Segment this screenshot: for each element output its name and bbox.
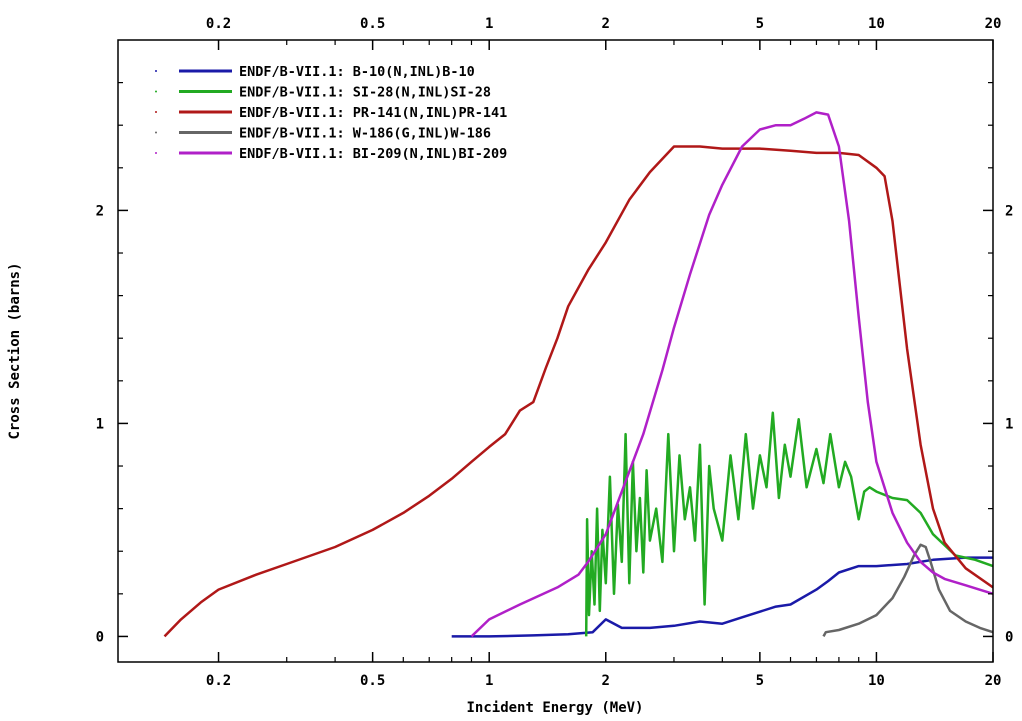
x-tick-label: 0.5 bbox=[360, 673, 385, 689]
legend-label: ENDF/B-VII.1: SI-28(N,INL)SI-28 bbox=[239, 85, 491, 101]
y-tick-label-right: 0 bbox=[1005, 629, 1013, 645]
y-tick-label: 0 bbox=[96, 629, 104, 645]
x-tick-label: 1 bbox=[485, 673, 493, 689]
x-tick-label-top: 0.5 bbox=[360, 16, 385, 32]
x-tick-label-top: 20 bbox=[985, 16, 1002, 32]
x-tick-label: 5 bbox=[756, 673, 764, 689]
plot-area bbox=[163, 111, 993, 638]
y-tick-label-right: 1 bbox=[1005, 416, 1013, 432]
y-tick-label: 2 bbox=[96, 203, 104, 219]
x-tick-label-top: 10 bbox=[868, 16, 885, 32]
x-tick-label-top: 1 bbox=[485, 16, 493, 32]
series-line-3 bbox=[163, 145, 993, 638]
x-tick-label: 10 bbox=[868, 673, 885, 689]
legend-dot bbox=[155, 152, 157, 154]
plot-frame bbox=[117, 39, 994, 663]
x-tick-label-top: 0.2 bbox=[206, 16, 231, 32]
legend-label: ENDF/B-VII.1: W-186(G,INL)W-186 bbox=[239, 126, 491, 142]
x-tick-label: 0.2 bbox=[206, 673, 231, 689]
series-line-1 bbox=[451, 556, 993, 638]
legend-label: ENDF/B-VII.1: BI-209(N,INL)BI-209 bbox=[239, 146, 507, 162]
y-tick-label-right: 2 bbox=[1005, 203, 1013, 219]
x-tick-label: 2 bbox=[602, 673, 610, 689]
x-tick-label-top: 5 bbox=[756, 16, 764, 32]
series-line-2 bbox=[584, 411, 993, 637]
legend-dot bbox=[155, 111, 157, 113]
x-axis-title: Incident Energy (MeV) bbox=[466, 700, 643, 716]
y-axis-title: Cross Section (barns) bbox=[7, 262, 23, 439]
legend-dot bbox=[155, 131, 157, 134]
x-tick-label: 20 bbox=[985, 673, 1002, 689]
axis-ticks: 0.2 0.2 0.5 0.5 1 1 2 2 5 5 10 10 20 20 0 0 1 1 2 2 bbox=[96, 16, 1014, 689]
legend-label: ENDF/B-VII.1: B-10(N,INL)B-10 bbox=[239, 64, 475, 80]
legend-dot bbox=[155, 90, 157, 93]
series-line-4 bbox=[822, 543, 993, 638]
legend: ENDF/B-VII.1: B-10(N,INL)B-10 ENDF/B-VII.… bbox=[155, 64, 507, 162]
legend-dot bbox=[155, 70, 157, 72]
legend-label: ENDF/B-VII.1: PR-141(N,INL)PR-141 bbox=[239, 105, 507, 121]
series-line-5 bbox=[470, 111, 993, 638]
y-tick-label: 1 bbox=[96, 416, 104, 432]
x-tick-label-top: 2 bbox=[602, 16, 610, 32]
